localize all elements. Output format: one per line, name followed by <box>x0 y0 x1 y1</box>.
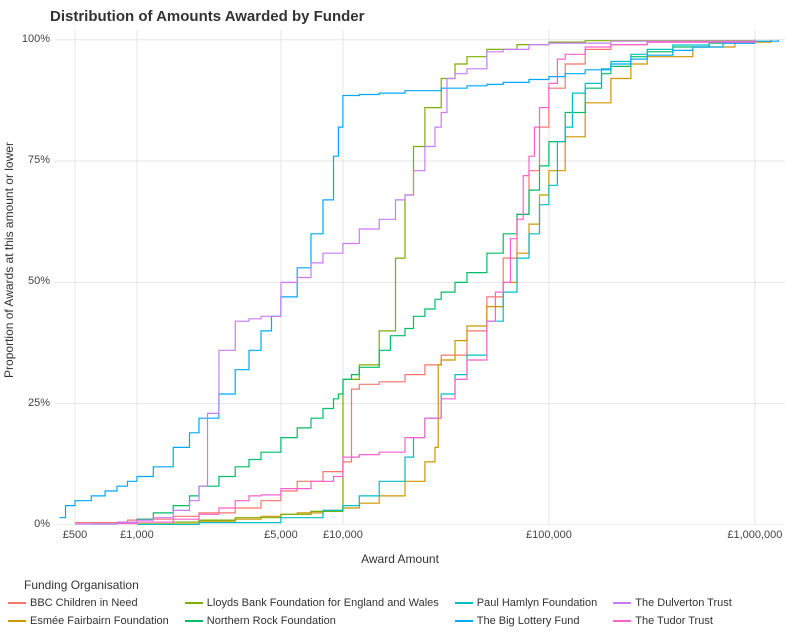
x-tick-label: £100,000 <box>526 529 572 541</box>
plot-svg <box>55 30 785 525</box>
y-tick-label: 100% <box>10 33 50 45</box>
x-tick-label: £5,000 <box>264 529 298 541</box>
legend-item: The Big Lottery Fund <box>455 612 597 630</box>
legend-swatch <box>8 602 26 604</box>
legend-swatch <box>613 602 631 604</box>
legend-swatch <box>455 620 473 622</box>
legend-title: Funding Organisation <box>0 570 151 592</box>
x-axis-label: Award Amount <box>0 552 800 566</box>
legend-swatch <box>8 620 26 622</box>
legend-item: BBC Children in Need <box>8 594 169 612</box>
legend-item: The Tudor Trust <box>613 612 732 630</box>
y-tick-label: 75% <box>10 154 50 166</box>
legend-label: The Tudor Trust <box>635 615 713 627</box>
legend-grid: BBC Children in Need Esmée Fairbairn Foun… <box>0 592 740 632</box>
legend-swatch <box>185 620 203 622</box>
x-tick-label: £1,000,000 <box>727 529 782 541</box>
legend: Funding Organisation BBC Children in Nee… <box>0 570 800 632</box>
x-tick-label: £500 <box>63 529 87 541</box>
legend-item: Paul Hamlyn Foundation <box>455 594 597 612</box>
legend-item: Northern Rock Foundation <box>185 612 439 630</box>
legend-label: The Big Lottery Fund <box>477 615 580 627</box>
legend-item: The Dulverton Trust <box>613 594 732 612</box>
x-tick-label: £1,000 <box>120 529 154 541</box>
legend-item: Lloyds Bank Foundation for England and W… <box>185 594 439 612</box>
legend-swatch <box>613 620 631 622</box>
legend-label: Paul Hamlyn Foundation <box>477 597 597 609</box>
legend-label: Northern Rock Foundation <box>207 615 336 627</box>
x-tick-label: £10,000 <box>323 529 363 541</box>
legend-label: The Dulverton Trust <box>635 597 732 609</box>
legend-swatch <box>455 602 473 604</box>
legend-label: Esmée Fairbairn Foundation <box>30 615 169 627</box>
y-tick-label: 25% <box>10 397 50 409</box>
chart-container: Distribution of Amounts Awarded by Funde… <box>0 0 800 640</box>
y-axis-label: Proportion of Awards at this amount or l… <box>2 142 16 378</box>
chart-title: Distribution of Amounts Awarded by Funde… <box>50 8 364 25</box>
y-tick-label: 0% <box>10 518 50 530</box>
legend-label: Lloyds Bank Foundation for England and W… <box>207 597 439 609</box>
legend-label: BBC Children in Need <box>30 597 138 609</box>
y-tick-label: 50% <box>10 275 50 287</box>
legend-swatch <box>185 602 203 604</box>
legend-item: Esmée Fairbairn Foundation <box>8 612 169 630</box>
plot-area <box>55 30 785 525</box>
